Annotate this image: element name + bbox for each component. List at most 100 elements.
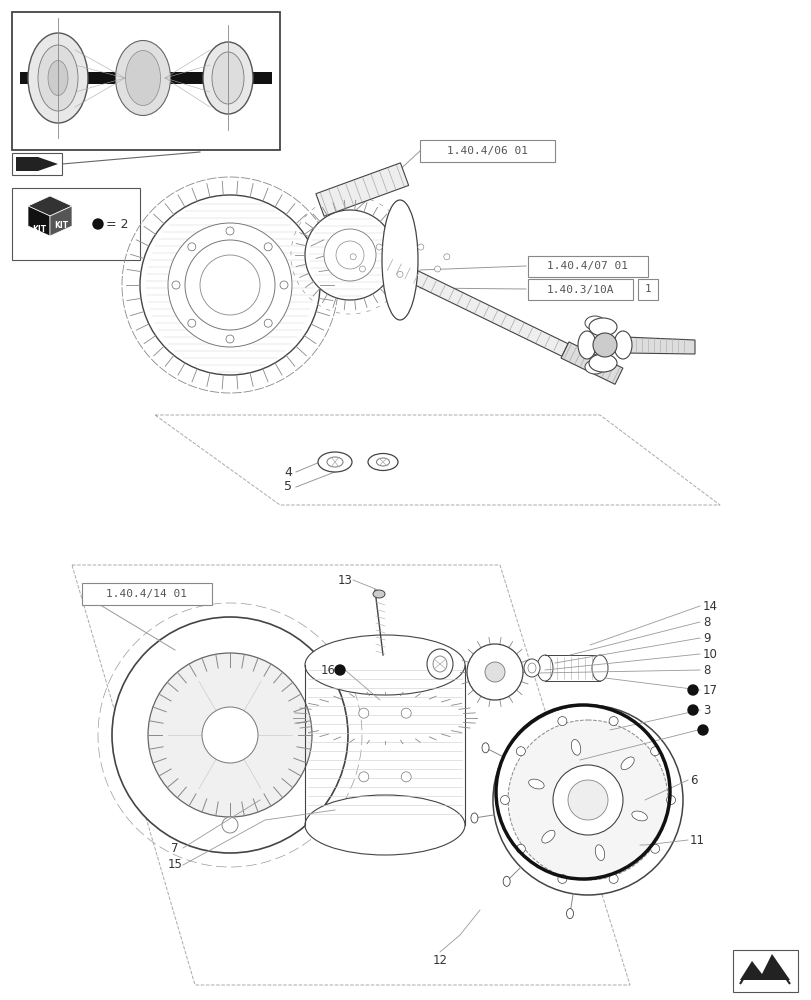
FancyBboxPatch shape bbox=[527, 256, 647, 277]
Bar bbox=[20, 72, 272, 84]
Text: 1.40.4/14 01: 1.40.4/14 01 bbox=[106, 589, 187, 599]
Circle shape bbox=[697, 725, 707, 735]
Circle shape bbox=[401, 772, 410, 782]
Circle shape bbox=[552, 765, 622, 835]
Ellipse shape bbox=[571, 739, 580, 755]
Circle shape bbox=[221, 817, 238, 833]
FancyBboxPatch shape bbox=[419, 140, 554, 162]
Circle shape bbox=[650, 844, 659, 853]
Circle shape bbox=[225, 227, 234, 235]
Text: KIT: KIT bbox=[32, 226, 46, 234]
Circle shape bbox=[484, 662, 504, 682]
Polygon shape bbox=[28, 206, 50, 236]
Circle shape bbox=[168, 223, 292, 347]
Circle shape bbox=[305, 210, 394, 300]
Bar bbox=[12, 12, 280, 150]
Ellipse shape bbox=[620, 757, 633, 770]
Ellipse shape bbox=[318, 452, 351, 472]
Circle shape bbox=[280, 281, 288, 289]
Circle shape bbox=[500, 796, 508, 804]
Ellipse shape bbox=[577, 331, 595, 359]
Circle shape bbox=[202, 707, 258, 763]
Ellipse shape bbox=[327, 457, 342, 467]
Ellipse shape bbox=[584, 360, 604, 374]
Ellipse shape bbox=[203, 42, 253, 114]
Polygon shape bbox=[16, 157, 58, 171]
Circle shape bbox=[666, 796, 675, 804]
Text: 1.40.3/10A: 1.40.3/10A bbox=[546, 284, 613, 294]
Circle shape bbox=[687, 705, 697, 715]
Polygon shape bbox=[560, 342, 622, 384]
Text: 15: 15 bbox=[167, 858, 182, 871]
Circle shape bbox=[264, 319, 272, 327]
Circle shape bbox=[148, 653, 311, 817]
Circle shape bbox=[336, 241, 363, 269]
Ellipse shape bbox=[432, 656, 446, 672]
Ellipse shape bbox=[115, 40, 170, 115]
Ellipse shape bbox=[482, 743, 488, 753]
Circle shape bbox=[139, 195, 320, 375]
FancyBboxPatch shape bbox=[82, 583, 212, 605]
Circle shape bbox=[608, 717, 617, 726]
Circle shape bbox=[324, 229, 375, 281]
Circle shape bbox=[444, 254, 449, 260]
Text: 1: 1 bbox=[644, 284, 650, 294]
Ellipse shape bbox=[381, 200, 418, 320]
Circle shape bbox=[200, 255, 260, 315]
Circle shape bbox=[557, 717, 566, 726]
Text: 14: 14 bbox=[702, 599, 717, 612]
Ellipse shape bbox=[38, 45, 78, 111]
Circle shape bbox=[172, 281, 180, 289]
Ellipse shape bbox=[594, 845, 604, 861]
Circle shape bbox=[397, 271, 402, 277]
Ellipse shape bbox=[470, 813, 478, 823]
Ellipse shape bbox=[212, 52, 243, 104]
Circle shape bbox=[557, 874, 566, 883]
Circle shape bbox=[508, 720, 667, 880]
Circle shape bbox=[335, 665, 345, 675]
Text: 4: 4 bbox=[284, 466, 292, 479]
Circle shape bbox=[418, 244, 423, 250]
Ellipse shape bbox=[376, 458, 389, 466]
Circle shape bbox=[401, 708, 410, 718]
Text: 13: 13 bbox=[337, 574, 352, 586]
Circle shape bbox=[358, 772, 368, 782]
Circle shape bbox=[568, 780, 607, 820]
Text: 5: 5 bbox=[284, 481, 292, 493]
Text: 8: 8 bbox=[702, 664, 710, 676]
Text: 17: 17 bbox=[702, 684, 717, 696]
Text: 1.40.4/06 01: 1.40.4/06 01 bbox=[446, 146, 527, 156]
Circle shape bbox=[687, 685, 697, 695]
Circle shape bbox=[650, 747, 659, 756]
Ellipse shape bbox=[126, 50, 161, 105]
Text: 7: 7 bbox=[171, 842, 178, 854]
Circle shape bbox=[93, 219, 103, 229]
Ellipse shape bbox=[305, 635, 465, 695]
Ellipse shape bbox=[528, 779, 543, 789]
Ellipse shape bbox=[48, 60, 68, 96]
Polygon shape bbox=[387, 259, 568, 356]
Circle shape bbox=[185, 240, 275, 330]
Ellipse shape bbox=[367, 454, 397, 471]
Ellipse shape bbox=[372, 590, 384, 598]
Circle shape bbox=[358, 708, 368, 718]
Polygon shape bbox=[624, 337, 694, 354]
Polygon shape bbox=[315, 163, 408, 216]
Text: 9: 9 bbox=[702, 632, 710, 645]
Circle shape bbox=[350, 254, 356, 260]
Ellipse shape bbox=[536, 655, 552, 681]
Text: 1.40.4/07 01: 1.40.4/07 01 bbox=[547, 261, 628, 271]
Polygon shape bbox=[50, 206, 72, 236]
Circle shape bbox=[112, 617, 348, 853]
Circle shape bbox=[187, 319, 195, 327]
Circle shape bbox=[359, 266, 365, 272]
Ellipse shape bbox=[588, 354, 616, 372]
Ellipse shape bbox=[631, 811, 646, 821]
Circle shape bbox=[516, 844, 525, 853]
Circle shape bbox=[264, 243, 272, 251]
Text: = 2: = 2 bbox=[106, 218, 128, 231]
Text: 16: 16 bbox=[320, 664, 335, 676]
Ellipse shape bbox=[541, 830, 555, 843]
Ellipse shape bbox=[28, 33, 88, 123]
Ellipse shape bbox=[584, 316, 604, 330]
